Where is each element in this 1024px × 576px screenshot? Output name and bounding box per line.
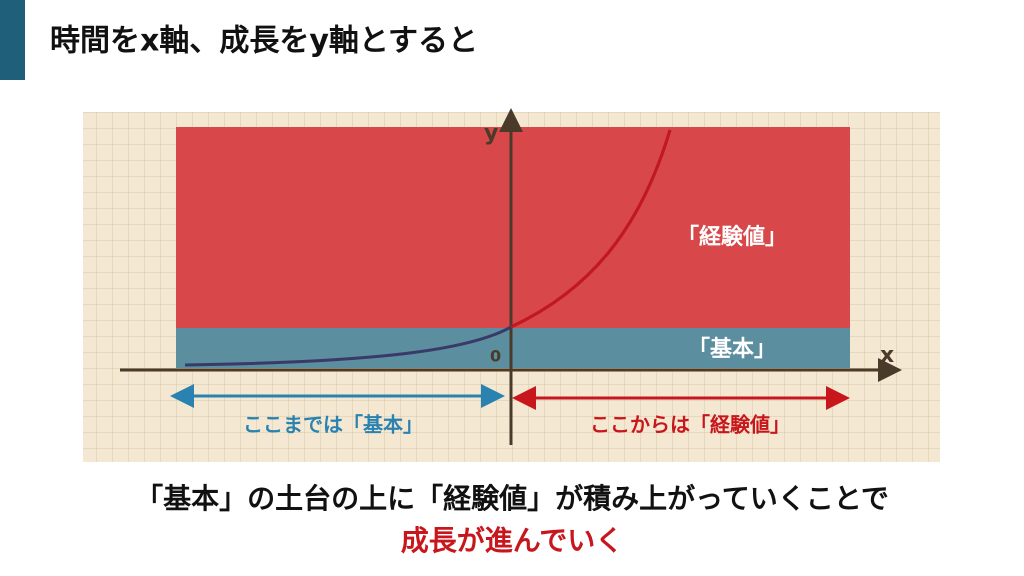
diagram: x y 0 「経験値」 「基本」 ここまでは「基本」 ここからは「経験値」 [83, 108, 940, 462]
title: 時間をx軸、成長をy軸とすると [50, 24, 478, 59]
accent-bar [0, 0, 25, 80]
basic-label: 「基本」 [688, 337, 776, 362]
x-axis-label: x [880, 343, 894, 368]
basic-arrow-label: ここまでは「基本」 [243, 413, 423, 437]
origin-label: 0 [490, 347, 501, 366]
caption-line1: 「基本」の土台の上に「経験値」が積み上がっていくことで [135, 482, 889, 515]
experience-label: 「経験値」 [677, 224, 787, 250]
experience-region [176, 127, 850, 328]
experience-arrow-label: ここからは「経験値」 [590, 413, 790, 437]
caption-line2: 成長が進んでいく [401, 524, 624, 557]
y-axis-label: y [484, 121, 498, 146]
growth-curve-experience [510, 129, 672, 329]
